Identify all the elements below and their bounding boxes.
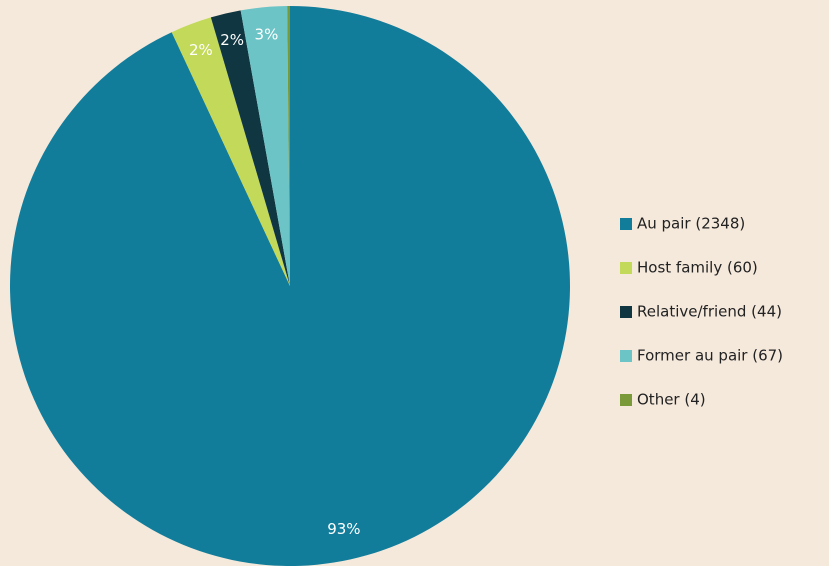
legend-swatch (620, 262, 632, 274)
legend-label: Host family (60) (637, 259, 758, 277)
legend-label: Au pair (2348) (637, 215, 745, 233)
legend-swatch (620, 218, 632, 230)
legend-label: Relative/friend (44) (637, 303, 782, 321)
data-label: 2% (189, 41, 213, 59)
legend-label: Former au pair (67) (637, 347, 783, 365)
data-label: 93% (327, 520, 360, 538)
data-label: 3% (255, 26, 279, 44)
pie-slice (10, 6, 570, 566)
data-label: 2% (220, 31, 244, 49)
pie-slice (287, 6, 290, 286)
pie-slice (171, 17, 290, 286)
legend-swatch (620, 306, 632, 318)
legend-swatch (620, 394, 632, 406)
legend-label: Other (4) (637, 391, 706, 409)
legend-swatch (620, 350, 632, 362)
pie-slice (210, 10, 290, 286)
pie-slice (240, 6, 290, 286)
